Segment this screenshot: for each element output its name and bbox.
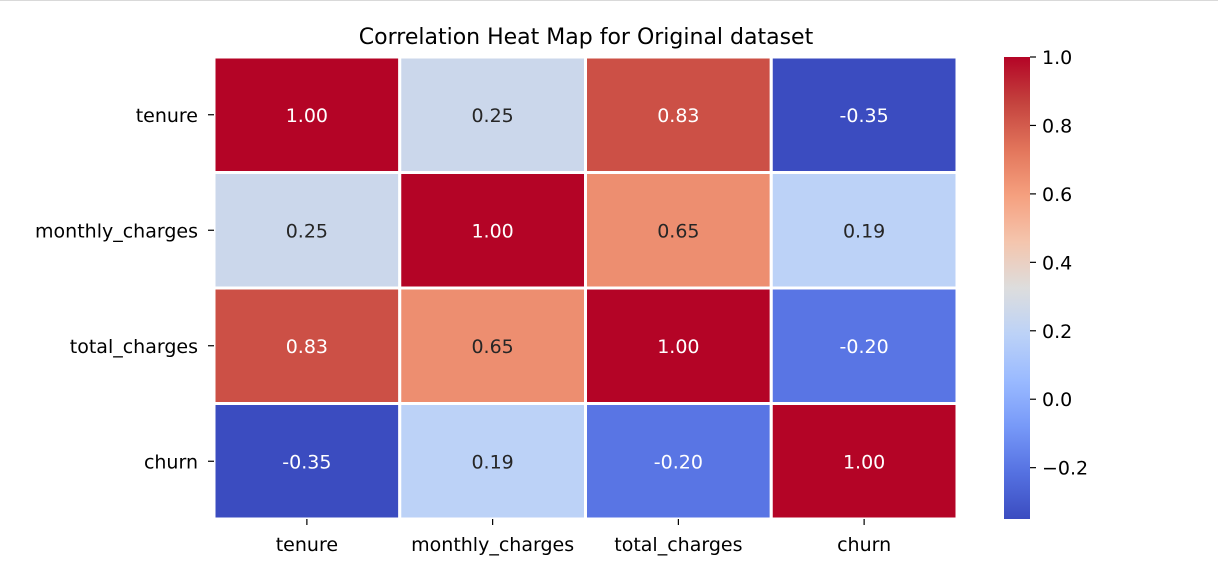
heatmap-cell-label: 1.00 [657, 336, 699, 358]
heatmap-cell [398, 286, 587, 405]
chart-title: Correlation Heat Map for Original datase… [359, 25, 814, 50]
heatmap-cell [584, 286, 773, 405]
x-axis: tenure monthly_charges total_charges churn [276, 519, 891, 556]
x-tick-label: monthly_charges [411, 534, 574, 556]
y-tick-label: tenure [136, 105, 198, 127]
heatmap-cell-label: -0.35 [282, 451, 331, 473]
heatmap-cell-label: 0.19 [471, 451, 513, 473]
top-border [0, 0, 1218, 1]
colorbar: 1.0 0.8 0.6 0.4 0.2 0.0 −0.2 [1004, 47, 1088, 519]
heatmap-cell [398, 55, 587, 174]
heatmap-cell-label: 0.65 [471, 336, 513, 358]
colorbar-tick-label: 0.4 [1042, 252, 1072, 274]
heatmap-cell-label: 0.83 [657, 105, 699, 127]
heatmap-cell-label: 0.65 [657, 220, 699, 242]
heatmap-cell-label: 0.25 [471, 105, 513, 127]
colorbar-tick-label: 0.6 [1042, 184, 1072, 206]
heatmap-cell-label: 0.19 [843, 220, 885, 242]
heatmap-cell [769, 171, 959, 290]
heatmap-cell-label: -0.35 [840, 105, 889, 127]
heatmap-cell [584, 402, 773, 521]
heatmap-cell [212, 286, 402, 405]
heatmap-cell-label: 1.00 [286, 105, 328, 127]
x-tick-label: churn [837, 534, 891, 556]
y-tick-label: monthly_charges [35, 220, 198, 242]
colorbar-gradient [1004, 57, 1030, 519]
heatmap-cell-label: 0.25 [286, 220, 328, 242]
heatmap-cell [769, 402, 959, 521]
heatmap-cell-label: 1.00 [843, 451, 885, 473]
heatmap-cell-label: -0.20 [840, 336, 889, 358]
heatmap-cell-label: 1.00 [471, 220, 513, 242]
heatmap-cells [212, 55, 959, 521]
y-tick-label: total_charges [70, 336, 198, 358]
colorbar-tick-label: 0.8 [1042, 115, 1072, 137]
heatmap-cell-label: -0.20 [654, 451, 703, 473]
heatmap-cell [212, 402, 402, 521]
colorbar-tick-label: 0.0 [1042, 389, 1072, 411]
heatmap-cell-labels: 1.00 0.25 0.83 -0.35 0.25 1.00 0.65 0.19 0.83 0.6… [282, 105, 888, 474]
x-tick-label: tenure [276, 534, 338, 556]
colorbar-tick-label: −0.2 [1042, 458, 1088, 480]
x-tick-label: total_charges [614, 534, 742, 556]
colorbar-tick-label: 0.2 [1042, 321, 1072, 343]
heatmap-cell-label: 0.83 [286, 336, 328, 358]
colorbar-tick-label: 1.0 [1042, 47, 1072, 69]
y-tick-label: churn [144, 451, 198, 473]
